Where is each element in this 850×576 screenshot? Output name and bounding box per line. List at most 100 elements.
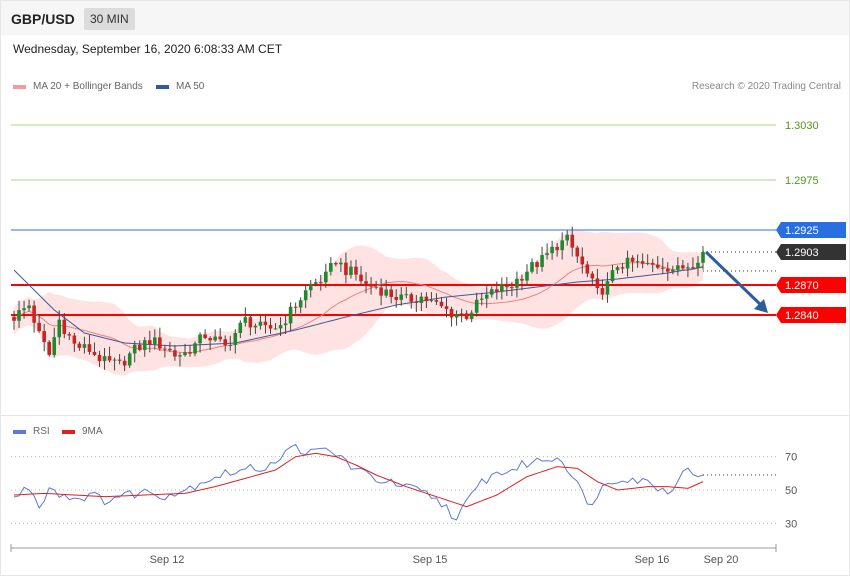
candle-body xyxy=(439,301,444,307)
candle-body xyxy=(655,264,660,268)
candle-body xyxy=(37,322,41,332)
candle-body xyxy=(178,355,182,357)
candle-body xyxy=(283,323,288,326)
candle-body xyxy=(620,267,625,269)
candle-body xyxy=(339,262,343,265)
rsi-tick-label: 70 xyxy=(785,452,797,464)
candle-body xyxy=(72,335,77,344)
ma50-swatch xyxy=(156,84,169,89)
candle-body xyxy=(248,317,253,328)
x-tick-label: Sep 16 xyxy=(635,554,670,566)
candle-body xyxy=(293,306,298,308)
candle-body xyxy=(520,278,524,281)
level-label-support: 1.2870 xyxy=(785,280,819,292)
candle-body xyxy=(489,289,494,295)
candle-body xyxy=(379,287,383,296)
candle-body xyxy=(298,300,303,308)
candle-body xyxy=(479,298,484,300)
candle-body xyxy=(213,336,217,341)
candle-body xyxy=(253,325,258,328)
candle-body xyxy=(238,322,243,334)
forecast-arrow-shaft xyxy=(704,250,765,309)
candle-body xyxy=(173,350,177,357)
candle-body xyxy=(686,267,690,269)
candle-body xyxy=(409,294,414,302)
candle-body xyxy=(389,289,393,298)
level-label-box xyxy=(776,244,846,260)
candle-body xyxy=(47,341,52,355)
legend-rsi: RSI xyxy=(13,426,50,437)
candle-body xyxy=(464,313,469,319)
candle-body xyxy=(324,271,328,283)
candle-body xyxy=(535,262,539,268)
candle-body xyxy=(615,267,620,271)
candle-body xyxy=(288,306,293,324)
candle-body xyxy=(600,288,605,295)
timestamp: Wednesday, September 16, 2020 6:08:33 AM… xyxy=(13,42,283,56)
bollinger-bands-layer xyxy=(14,230,703,376)
candle-body xyxy=(32,305,36,323)
candle-body xyxy=(676,265,680,270)
candle-body xyxy=(414,301,419,303)
candle-body xyxy=(87,344,92,352)
price-labels-layer: 1.3030 1.2975 1.2925 1.2903 1.2870 1.2840 xyxy=(776,120,846,323)
candle-body xyxy=(474,299,479,313)
candle-body xyxy=(52,337,57,355)
x-tick-label: Sep 15 xyxy=(413,554,448,566)
candle-body xyxy=(153,337,157,345)
candle-body xyxy=(640,261,645,264)
candle-body xyxy=(585,264,590,274)
legend-ma9: 9MA xyxy=(62,426,103,437)
candle-body xyxy=(525,271,529,281)
candle-body xyxy=(67,334,72,336)
candle-body xyxy=(540,255,544,268)
forecast-layer xyxy=(704,250,768,313)
candle-body xyxy=(444,306,449,309)
candle-body xyxy=(530,262,534,272)
candle-body xyxy=(660,267,665,269)
candle-body xyxy=(313,282,318,284)
candle-body xyxy=(374,286,378,288)
candle-body xyxy=(495,289,499,292)
level-label-current: 1.2903 xyxy=(785,247,819,259)
candle-body xyxy=(354,266,358,275)
candle-body xyxy=(404,294,409,296)
forecast-arrow-head xyxy=(754,299,768,313)
candle-body xyxy=(168,348,172,351)
legend-ma9-label: 9MA xyxy=(82,426,103,437)
level-label-box xyxy=(776,277,846,293)
candle-body xyxy=(484,294,489,299)
candles-layer xyxy=(12,226,705,372)
candle-body xyxy=(429,300,434,302)
candle-body xyxy=(17,310,21,321)
candle-body xyxy=(223,339,228,346)
timeframe-badge[interactable]: 30 MIN xyxy=(84,8,135,30)
legend-rsi-label: RSI xyxy=(33,426,50,437)
candle-body xyxy=(303,290,308,301)
candle-body xyxy=(575,247,580,257)
candle-body xyxy=(92,351,97,355)
ma50-line xyxy=(13,266,704,347)
candle-body xyxy=(27,305,31,309)
candle-body xyxy=(334,263,338,265)
copyright: Research © 2020 Trading Central xyxy=(691,81,841,92)
candle-body xyxy=(127,353,132,366)
candle-body xyxy=(681,265,685,269)
candle-body xyxy=(555,246,559,251)
candle-body xyxy=(590,273,595,279)
candle-body xyxy=(394,297,399,300)
rsi-swatch xyxy=(13,429,26,434)
candle-body xyxy=(505,284,509,288)
candle-body xyxy=(208,338,212,341)
candle-body xyxy=(424,296,429,302)
candle-body xyxy=(449,308,454,318)
candle-body xyxy=(329,263,333,272)
level-label-resistance-blue: 1.2925 xyxy=(785,225,819,237)
candle-body xyxy=(77,343,82,348)
candle-body xyxy=(158,337,162,349)
candle-body xyxy=(318,282,323,284)
candle-body xyxy=(515,278,519,288)
candle-body xyxy=(258,321,263,326)
candle-body xyxy=(183,352,187,356)
